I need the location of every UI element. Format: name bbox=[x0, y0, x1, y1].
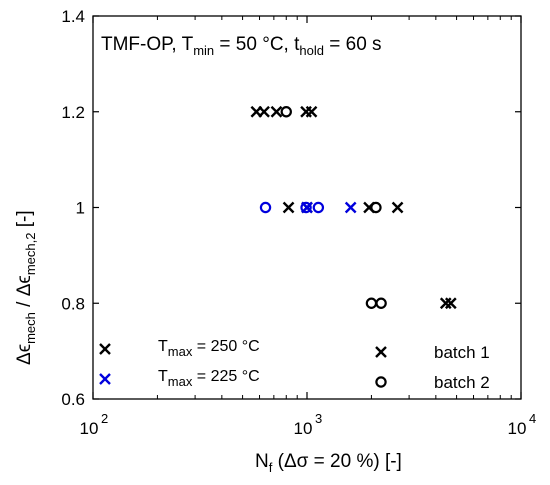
x-tick-label: 10 bbox=[294, 419, 313, 438]
y-axis-label: Δϵmech / Δϵmech,2 [-] bbox=[14, 210, 38, 365]
data-point bbox=[282, 201, 295, 214]
data-point-stroke-b bbox=[444, 297, 457, 310]
data-point-stroke-b bbox=[344, 201, 357, 214]
legend-marker bbox=[375, 376, 387, 388]
data-point-stroke-b bbox=[270, 105, 283, 118]
legend-label: batch 1 bbox=[434, 343, 490, 362]
x-tick-label: 10 bbox=[80, 419, 99, 438]
legend-label: Tmax = 250 °C bbox=[158, 338, 260, 359]
legend-marker-stroke-b bbox=[375, 346, 387, 358]
x-axis-label: Nf (Δσ = 20 %) [-] bbox=[255, 451, 402, 475]
y-axis: 0.6 0.8 1 1.2 1.4 bbox=[61, 7, 521, 409]
legend-label: Tmax = 225 °C bbox=[158, 368, 260, 389]
legend-marker bbox=[99, 343, 111, 355]
data-point bbox=[270, 105, 283, 118]
data-points bbox=[250, 105, 457, 310]
data-point-stroke-b bbox=[391, 201, 404, 214]
legend-marker bbox=[99, 373, 111, 385]
annotation: TMF-OP, Tmin = 50 °C, thold = 60 s bbox=[101, 34, 382, 58]
y-tick-label: 1.4 bbox=[61, 7, 85, 26]
legend-label: batch 2 bbox=[434, 373, 490, 392]
data-point bbox=[444, 297, 457, 310]
x-tick-label: 10 bbox=[508, 419, 527, 438]
data-point-stroke-b bbox=[305, 105, 318, 118]
data-point bbox=[300, 201, 312, 214]
legend-marker-stroke-b bbox=[99, 343, 111, 355]
x-tick-exponent: 3 bbox=[315, 411, 322, 426]
data-point-stroke-b bbox=[258, 105, 270, 118]
x-tick-exponent: 2 bbox=[101, 411, 108, 426]
data-point bbox=[370, 201, 382, 214]
y-tick-label: 0.6 bbox=[61, 390, 85, 409]
data-point bbox=[344, 201, 357, 214]
data-point bbox=[280, 106, 292, 118]
data-point-stroke-b bbox=[282, 201, 295, 214]
data-point bbox=[375, 297, 387, 309]
legend: Tmax = 250 °C Tmax = 225 °C batch 1 batch 2 bbox=[99, 338, 490, 392]
y-tick-label: 1 bbox=[76, 199, 85, 218]
legend-marker bbox=[375, 346, 387, 358]
y-tick-label: 0.8 bbox=[61, 294, 85, 313]
x-tick-exponent: 4 bbox=[529, 411, 536, 426]
y-tick-label: 1.2 bbox=[61, 103, 85, 122]
data-point bbox=[258, 105, 270, 118]
legend-marker-stroke-b bbox=[99, 373, 111, 385]
data-point bbox=[312, 201, 325, 214]
data-point bbox=[391, 201, 404, 214]
data-point bbox=[259, 201, 272, 214]
data-point bbox=[305, 105, 318, 118]
